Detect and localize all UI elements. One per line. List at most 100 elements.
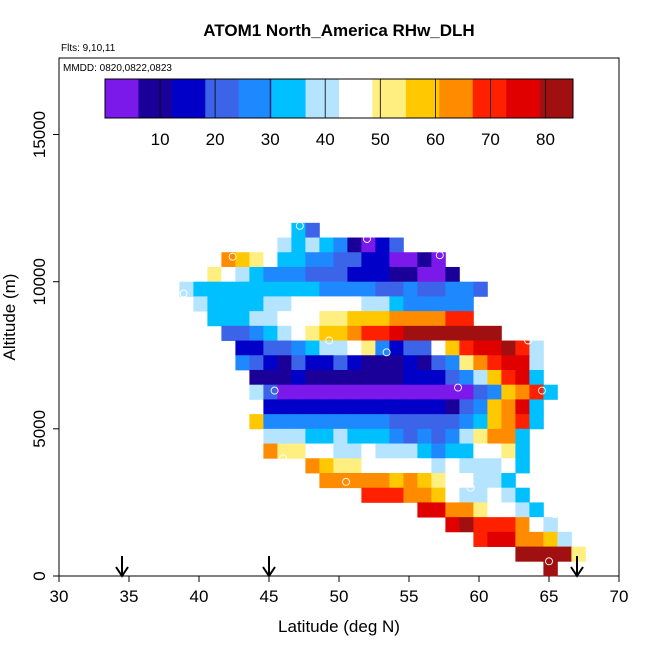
heatmap-cell xyxy=(375,281,390,297)
heatmap-cell xyxy=(333,458,348,474)
heatmap-cell xyxy=(389,340,404,356)
heatmap-cell xyxy=(361,399,376,415)
heatmap-cell xyxy=(389,252,404,268)
heatmap-cell xyxy=(375,311,390,327)
heatmap-cell xyxy=(347,369,362,386)
heatmap-cell xyxy=(375,414,390,430)
heatmap-cell xyxy=(417,414,432,430)
heatmap-cell xyxy=(361,443,376,459)
heatmap-cell xyxy=(515,340,530,356)
heatmap-cell xyxy=(319,237,334,253)
heatmap-cell xyxy=(347,252,362,268)
heatmap-cell xyxy=(473,384,488,400)
heatmap-cell xyxy=(543,517,558,533)
heatmap-cell xyxy=(487,517,502,533)
heatmap-cell xyxy=(529,546,544,562)
heatmap-cell xyxy=(305,458,320,474)
heatmap-cell xyxy=(291,252,306,268)
heatmap-cell xyxy=(319,458,334,474)
heatmap-cell xyxy=(515,414,530,430)
heatmap-cell xyxy=(501,517,516,533)
heatmap-cell xyxy=(347,340,362,356)
heatmap-cell xyxy=(375,266,390,283)
heatmap-cell xyxy=(361,472,376,489)
heatmap-cell xyxy=(305,296,320,312)
x-tick-label: 30 xyxy=(50,587,69,606)
heatmap-cell xyxy=(403,311,418,327)
heatmap-cell xyxy=(487,472,502,489)
heatmap-cell xyxy=(277,428,292,444)
heatmap-cell xyxy=(291,340,306,356)
heatmap-cell xyxy=(445,384,460,400)
heatmap-cell xyxy=(291,281,306,297)
colorbar-tick-label: 50 xyxy=(371,130,390,149)
heatmap-cell xyxy=(487,443,502,459)
heatmap-cell xyxy=(445,311,460,327)
heatmap-cell xyxy=(417,325,432,341)
heatmap-cell xyxy=(501,472,516,489)
heatmap-cell xyxy=(291,355,306,371)
heatmap-cell xyxy=(361,428,376,444)
heatmap-cell xyxy=(417,487,432,503)
heatmap-cell xyxy=(445,355,460,371)
sample-circle xyxy=(228,252,237,261)
heatmap-cell xyxy=(305,355,320,371)
heatmap-cell xyxy=(515,502,530,518)
heatmap-cell xyxy=(361,266,376,283)
heatmap-cell xyxy=(291,443,306,459)
heatmap-cell xyxy=(305,281,320,297)
heatmap-cell xyxy=(459,502,474,518)
heatmap-cell xyxy=(249,325,264,341)
heatmap-cell xyxy=(515,531,530,547)
heatmap-cell xyxy=(403,443,418,459)
heatmap-cell xyxy=(333,369,348,386)
heatmap-cell xyxy=(291,384,306,400)
heatmap-cell xyxy=(431,428,446,444)
heatmap-cell xyxy=(543,561,558,577)
heatmap-cell xyxy=(347,296,362,312)
x-tick-label: 70 xyxy=(610,587,629,606)
heatmap-cell xyxy=(403,325,418,341)
heatmap-cell xyxy=(193,281,208,297)
heatmap-cell xyxy=(263,369,278,386)
heatmap-cell xyxy=(389,414,404,430)
x-axis-ticks: 30 35 40 45 50 55 60 65 70 xyxy=(50,576,629,606)
heatmap-cell xyxy=(389,355,404,371)
heatmap-cell xyxy=(361,369,376,386)
heatmap-cell xyxy=(221,325,236,341)
heatmap-cell xyxy=(459,443,474,459)
heatmap-cell xyxy=(445,414,460,430)
heatmap-cell xyxy=(347,325,362,341)
heatmap-cell xyxy=(333,237,348,253)
heatmap-cell xyxy=(529,384,544,400)
heatmap-cell xyxy=(501,458,516,474)
heatmap-cell xyxy=(375,458,390,474)
sample-circle xyxy=(279,454,287,463)
sample-circle xyxy=(179,289,188,298)
heatmap-cell xyxy=(557,531,572,547)
heatmap-cell xyxy=(487,487,502,503)
colorbar-ticks: 10 20 30 40 50 60 70 80 xyxy=(151,79,555,149)
heatmap-cell xyxy=(305,369,320,386)
y-tick-label: 5000 xyxy=(30,410,49,448)
sample-circle xyxy=(325,336,334,345)
heatmap-cell xyxy=(361,237,376,253)
heatmap-cell xyxy=(319,472,334,489)
heatmap-cell xyxy=(459,472,474,489)
heatmap-cell xyxy=(361,355,376,371)
heatmap-cell xyxy=(459,340,474,356)
heatmap-cell xyxy=(417,428,432,444)
heatmap-cell xyxy=(515,369,530,386)
heatmap-cell xyxy=(487,384,502,400)
heatmap-cell xyxy=(235,311,250,327)
heatmap-cell xyxy=(291,369,306,386)
sample-circle xyxy=(538,386,546,395)
heatmap-cell xyxy=(431,369,446,386)
heatmap-cell xyxy=(375,237,390,253)
heatmap-cell xyxy=(431,414,446,430)
heatmap-cell xyxy=(473,487,488,503)
heatmap-cell xyxy=(417,443,432,459)
heatmap-cell xyxy=(459,414,474,430)
heatmap-cell xyxy=(305,222,320,238)
heatmap-cell xyxy=(487,369,502,386)
